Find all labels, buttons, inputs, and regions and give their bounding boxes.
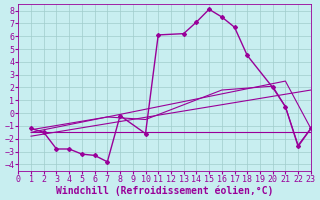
X-axis label: Windchill (Refroidissement éolien,°C): Windchill (Refroidissement éolien,°C): [56, 185, 273, 196]
